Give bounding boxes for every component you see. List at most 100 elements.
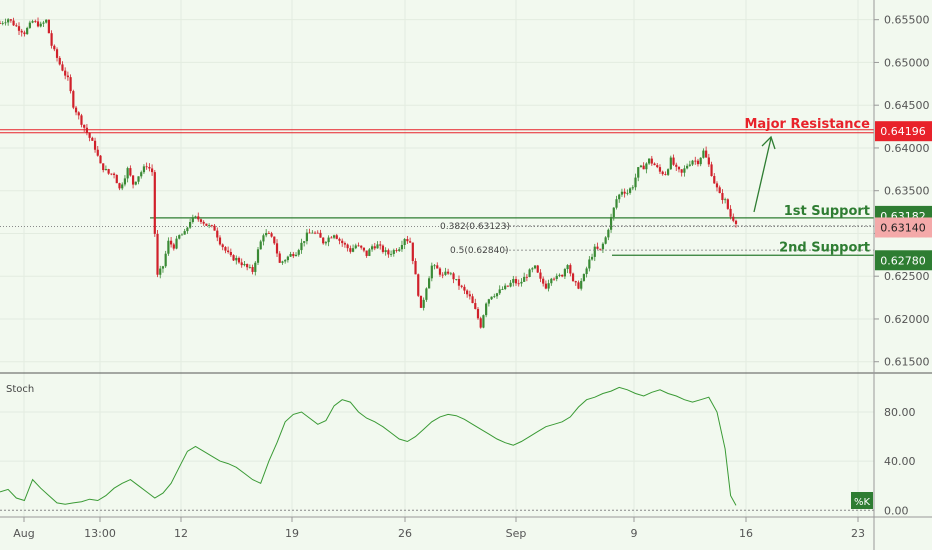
candle-body[interactable] [463, 286, 466, 291]
candle-body[interactable] [618, 194, 621, 200]
stoch-indicator[interactable]: Stoch %K [0, 384, 874, 511]
candle-body[interactable] [205, 223, 208, 226]
candle-body[interactable] [686, 165, 689, 169]
candle-body[interactable] [398, 249, 401, 251]
candle-body[interactable] [601, 243, 605, 250]
candle-body[interactable] [189, 222, 192, 228]
candle-body[interactable] [563, 269, 567, 277]
candle-body[interactable] [552, 278, 556, 280]
candle-body[interactable] [26, 27, 29, 35]
candle-body[interactable] [580, 280, 583, 289]
candle-body[interactable] [229, 251, 232, 256]
candle-body[interactable] [232, 255, 235, 261]
candle-body[interactable] [571, 273, 575, 282]
candle-body[interactable] [520, 281, 523, 284]
candle-body[interactable] [42, 22, 45, 24]
candle-body[interactable] [471, 296, 474, 304]
candle-body[interactable] [523, 276, 526, 282]
candle-body[interactable] [493, 296, 496, 298]
candle-body[interactable] [199, 219, 203, 222]
candle-body[interactable] [91, 137, 94, 141]
candle-body[interactable] [256, 249, 260, 263]
candle-body[interactable] [498, 289, 501, 294]
candle-body[interactable] [316, 232, 319, 234]
candle-body[interactable] [265, 233, 268, 236]
candle-body[interactable] [58, 57, 61, 65]
candle-body[interactable] [332, 235, 336, 238]
candle-body[interactable] [153, 172, 156, 234]
candle-body[interactable] [365, 250, 368, 256]
candle-body[interactable] [169, 240, 173, 245]
candle-body[interactable] [126, 168, 129, 179]
candle-body[interactable] [517, 283, 520, 285]
candle-body[interactable] [669, 157, 672, 170]
candle-body[interactable] [69, 77, 72, 92]
candle-body[interactable] [1, 22, 4, 24]
candle-body[interactable] [7, 19, 10, 23]
candle-body[interactable] [227, 250, 230, 252]
candle-body[interactable] [672, 157, 675, 165]
candle-body[interactable] [221, 244, 224, 248]
candle-body[interactable] [414, 260, 417, 275]
candle-body[interactable] [0, 23, 2, 24]
candle-body[interactable] [734, 220, 738, 224]
candle-body[interactable] [150, 168, 154, 173]
candle-body[interactable] [85, 127, 89, 133]
candle-body[interactable] [680, 169, 683, 173]
candle-body[interactable] [485, 303, 488, 316]
candle-body[interactable] [642, 165, 645, 170]
candle-body[interactable] [202, 221, 205, 224]
candle-body[interactable] [531, 268, 534, 270]
candle-body[interactable] [577, 282, 580, 289]
candle-body[interactable] [615, 199, 618, 208]
candle-body[interactable] [129, 168, 132, 176]
candle-body[interactable] [327, 237, 330, 243]
candle-body[interactable] [588, 259, 591, 269]
candle-body[interactable] [664, 174, 667, 175]
candle-body[interactable] [599, 248, 602, 250]
candle-body[interactable] [123, 178, 127, 185]
candle-body[interactable] [36, 21, 40, 27]
candle-body[interactable] [699, 157, 702, 165]
candle-body[interactable] [395, 250, 398, 251]
candle-body[interactable] [509, 282, 512, 287]
candle-body[interactable] [28, 22, 31, 28]
candle-body[interactable] [186, 227, 189, 232]
candle-body[interactable] [558, 274, 561, 276]
candle-body[interactable] [474, 303, 477, 309]
candle-body[interactable] [246, 264, 249, 268]
candle-body[interactable] [23, 32, 26, 35]
candle-body[interactable] [379, 244, 382, 246]
candle-body[interactable] [495, 293, 499, 297]
candle-body[interactable] [430, 265, 433, 279]
candle-body[interactable] [590, 256, 594, 260]
candle-body[interactable] [324, 242, 328, 244]
candle-body[interactable] [650, 158, 653, 164]
candle-body[interactable] [110, 173, 113, 175]
candle-body[interactable] [112, 173, 116, 175]
candle-body[interactable] [31, 21, 34, 23]
candle-body[interactable] [99, 155, 102, 164]
candle-body[interactable] [83, 124, 86, 128]
candle-body[interactable] [381, 245, 385, 252]
candle-body[interactable] [145, 166, 148, 168]
candle-body[interactable] [275, 243, 279, 254]
candle-body[interactable] [50, 33, 53, 46]
candle-body[interactable] [164, 253, 167, 267]
candle-body[interactable] [645, 163, 648, 170]
candle-body[interactable] [694, 160, 697, 162]
candle-body[interactable] [628, 188, 632, 193]
candle-body[interactable] [322, 237, 325, 244]
candle-body[interactable] [653, 163, 656, 166]
candle-body[interactable] [604, 237, 607, 244]
candle-body[interactable] [115, 174, 118, 184]
candle-body[interactable] [270, 233, 273, 237]
candle-body[interactable] [582, 274, 586, 281]
candle-body[interactable] [175, 238, 178, 249]
candle-body[interactable] [61, 64, 64, 71]
candle-body[interactable] [224, 247, 227, 251]
candle-body[interactable] [39, 23, 42, 27]
candle-body[interactable] [479, 318, 482, 328]
candle-body[interactable] [422, 299, 425, 308]
candle-body[interactable] [406, 239, 409, 242]
